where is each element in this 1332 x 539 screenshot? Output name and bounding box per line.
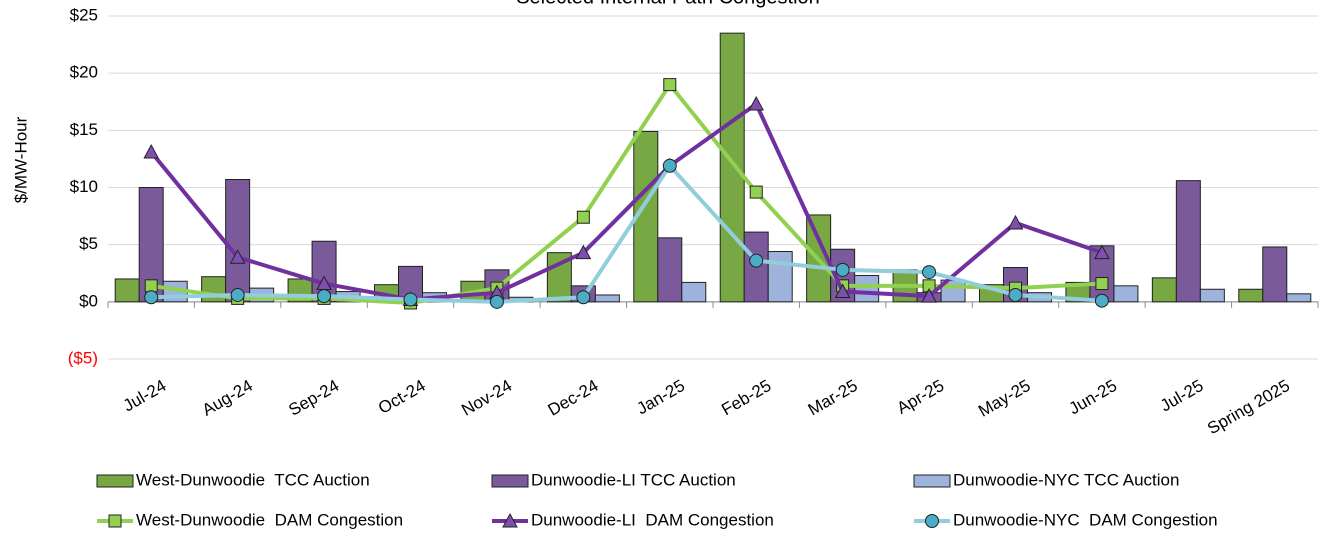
marker bbox=[229, 249, 246, 264]
marker bbox=[662, 158, 677, 173]
marker bbox=[403, 292, 418, 307]
legend-swatch bbox=[913, 474, 951, 488]
marker bbox=[230, 287, 245, 302]
marker bbox=[748, 95, 765, 111]
bar bbox=[719, 32, 745, 303]
bar bbox=[1199, 288, 1225, 303]
marker bbox=[663, 78, 677, 92]
x-tick-label: Mar-25 bbox=[805, 376, 861, 419]
marker bbox=[144, 290, 159, 305]
marker bbox=[922, 265, 937, 280]
y-tick-label: $5 bbox=[79, 234, 98, 253]
marker bbox=[1094, 244, 1110, 260]
x-tick-label: Spring 2025 bbox=[1204, 376, 1293, 438]
line bbox=[149, 102, 1103, 302]
x-tick-label: Jul-25 bbox=[1157, 376, 1207, 416]
bar bbox=[1286, 293, 1312, 303]
y-tick-label: $25 bbox=[70, 5, 98, 24]
x-tick-label: Oct-24 bbox=[375, 376, 429, 418]
legend-label: Dunwoodie-NYC DAM Congestion bbox=[953, 510, 1218, 529]
line bbox=[151, 163, 1103, 304]
x-tick-label: Feb-25 bbox=[718, 376, 774, 419]
legend-swatch bbox=[491, 474, 529, 488]
marker bbox=[575, 244, 592, 260]
x-tick-label: Dec-24 bbox=[545, 376, 602, 420]
legend-marker bbox=[502, 512, 518, 528]
legend-label: West-Dunwoodie TCC Auction bbox=[136, 470, 370, 489]
bar bbox=[114, 278, 140, 303]
marker bbox=[1094, 293, 1109, 308]
x-tick-label: Sep-24 bbox=[285, 376, 342, 420]
bar bbox=[594, 294, 620, 303]
marker bbox=[576, 210, 590, 224]
bar bbox=[681, 281, 707, 303]
marker bbox=[1007, 214, 1024, 230]
x-tick-label: Nov-24 bbox=[458, 376, 515, 420]
y-axis-label: $/MW-Hour bbox=[11, 116, 30, 203]
y-tick-label: ($5) bbox=[68, 348, 98, 367]
marker bbox=[749, 185, 763, 199]
x-tick-label: Jan-25 bbox=[634, 376, 689, 418]
marker bbox=[1008, 287, 1023, 302]
y-tick-label: $10 bbox=[70, 177, 98, 196]
bar bbox=[1262, 246, 1288, 303]
marker bbox=[1095, 277, 1109, 291]
bar bbox=[225, 178, 251, 303]
legend-marker bbox=[925, 514, 939, 528]
x-tick-label: Jun-25 bbox=[1066, 376, 1121, 418]
bar bbox=[1175, 180, 1201, 303]
bar bbox=[657, 237, 683, 303]
legend-label: West-Dunwoodie DAM Congestion bbox=[136, 510, 403, 529]
x-tick-label: Jul-24 bbox=[120, 376, 170, 416]
marker bbox=[749, 253, 764, 268]
bar bbox=[1113, 285, 1139, 303]
bar bbox=[1238, 288, 1264, 303]
y-tick-label: $0 bbox=[79, 291, 98, 310]
y-tick-label: $15 bbox=[70, 120, 98, 139]
bar bbox=[1151, 277, 1177, 303]
marker bbox=[835, 262, 850, 277]
legend-label: Dunwoodie-NYC TCC Auction bbox=[953, 470, 1179, 489]
marker bbox=[144, 279, 158, 293]
bar bbox=[767, 251, 793, 303]
x-tick-label: May-25 bbox=[975, 376, 1034, 421]
legend-label: Dunwoodie-LI TCC Auction bbox=[531, 470, 736, 489]
bar bbox=[854, 275, 880, 303]
marker bbox=[834, 283, 851, 299]
marker bbox=[143, 144, 160, 159]
x-tick-label: Aug-24 bbox=[199, 376, 256, 420]
marker bbox=[576, 290, 591, 305]
y-tick-label: $20 bbox=[70, 63, 98, 82]
marker bbox=[317, 289, 332, 304]
chart-title: Selected Internal Path Congestion bbox=[516, 0, 820, 8]
marker bbox=[921, 288, 937, 303]
x-tick-label: Apr-25 bbox=[894, 376, 948, 418]
legend-marker bbox=[108, 514, 122, 528]
legend-label: Dunwoodie-LI DAM Congestion bbox=[531, 510, 774, 529]
marker bbox=[489, 294, 504, 309]
legend-swatch bbox=[96, 474, 134, 488]
